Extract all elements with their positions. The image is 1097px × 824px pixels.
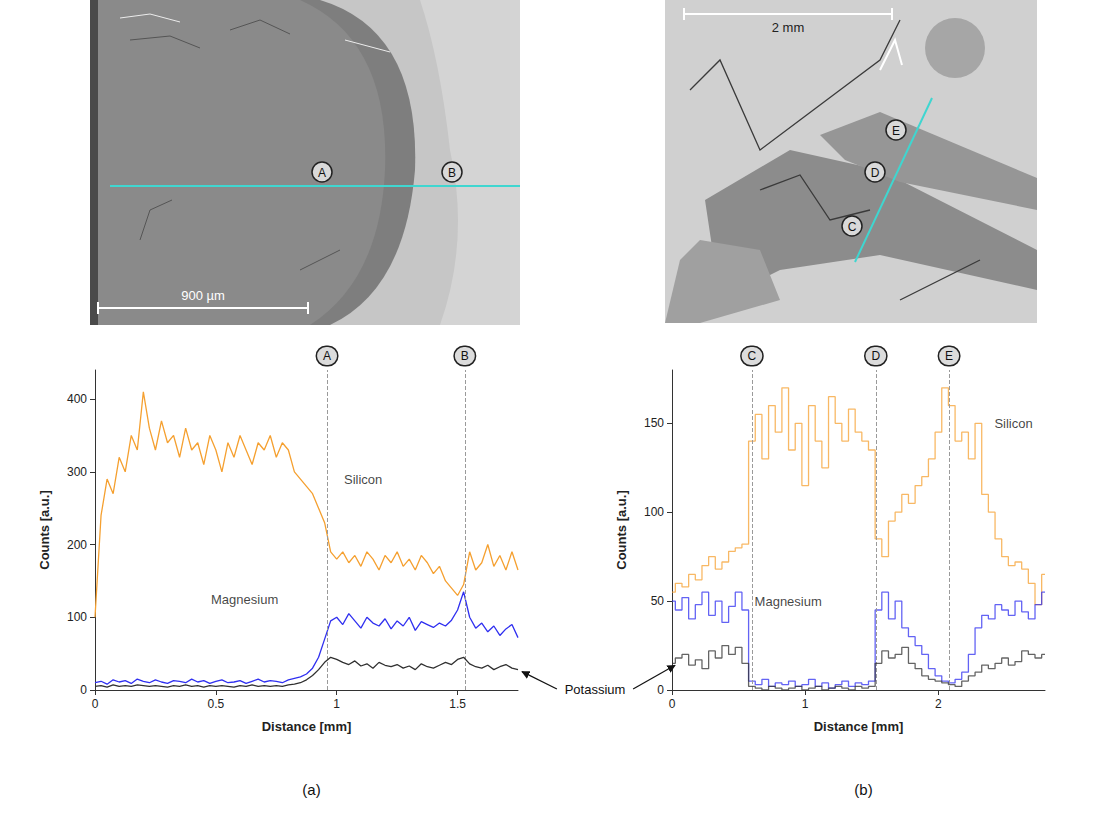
svg-text:Potassium: Potassium (565, 682, 626, 697)
svg-text:50: 50 (651, 594, 665, 608)
svg-text:(b): (b) (854, 781, 872, 798)
svg-text:100: 100 (644, 505, 664, 519)
svg-text:Distance [mm]: Distance [mm] (262, 719, 352, 734)
svg-text:Magnesium: Magnesium (755, 594, 822, 609)
svg-text:1: 1 (333, 697, 340, 711)
svg-text:C: C (748, 349, 757, 363)
svg-text:E: E (892, 124, 900, 138)
svg-text:Counts [a.u.]: Counts [a.u.] (37, 490, 52, 569)
svg-text:D: D (871, 166, 880, 180)
svg-text:300: 300 (67, 465, 87, 479)
svg-text:2 mm: 2 mm (772, 20, 805, 35)
svg-text:0: 0 (80, 683, 87, 697)
svg-text:E: E (945, 349, 953, 363)
svg-text:D: D (871, 349, 880, 363)
svg-text:B: B (461, 349, 469, 363)
svg-text:900 µm: 900 µm (181, 288, 225, 303)
svg-text:C: C (848, 220, 857, 234)
svg-text:A: A (318, 166, 326, 180)
svg-text:Silicon: Silicon (344, 472, 382, 487)
svg-text:Distance [mm]: Distance [mm] (814, 719, 904, 734)
svg-text:0: 0 (669, 697, 676, 711)
svg-text:200: 200 (67, 538, 87, 552)
svg-text:B: B (448, 166, 456, 180)
svg-text:0: 0 (657, 683, 664, 697)
svg-text:(a): (a) (302, 781, 320, 798)
svg-text:0.5: 0.5 (208, 697, 225, 711)
svg-text:Magnesium: Magnesium (211, 592, 278, 607)
svg-text:0: 0 (92, 697, 99, 711)
svg-text:Silicon: Silicon (994, 416, 1032, 431)
svg-text:1.5: 1.5 (449, 697, 466, 711)
svg-text:1: 1 (802, 697, 809, 711)
svg-text:Counts [a.u.]: Counts [a.u.] (614, 490, 629, 569)
svg-text:400: 400 (67, 392, 87, 406)
svg-text:150: 150 (644, 416, 664, 430)
svg-text:A: A (323, 349, 331, 363)
svg-text:100: 100 (67, 610, 87, 624)
svg-text:2: 2 (935, 697, 942, 711)
